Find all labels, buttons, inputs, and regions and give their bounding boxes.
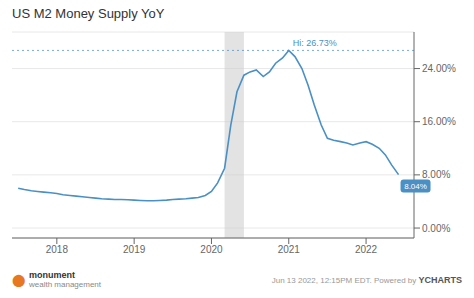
svg-text:2018: 2018	[46, 244, 69, 255]
svg-text:8.04%: 8.04%	[404, 182, 427, 191]
svg-text:2019: 2019	[123, 244, 146, 255]
html-text:US M2 Money Supply YoY: US M2 Money Supply YoY	[12, 6, 165, 21]
html-text:Jun 13 2022, 12:15PM EDT. Powe: Jun 13 2022, 12:15PM EDT. Powered by YCH…	[271, 275, 462, 285]
svg-text:2021: 2021	[278, 244, 301, 255]
svg-text:8.00%: 8.00%	[422, 169, 450, 180]
html-text:⬤ monument: ⬤ monument	[12, 269, 75, 287]
svg-text:2020: 2020	[200, 244, 223, 255]
html-text:wealth management: wealth management	[29, 279, 101, 289]
svg-text:16.00%: 16.00%	[422, 116, 456, 127]
svg-text:2022: 2022	[355, 244, 378, 255]
svg-text:24.00%: 24.00%	[422, 63, 456, 74]
svg-text:Hi: 26.73%: Hi: 26.73%	[293, 38, 337, 48]
svg-text:0.00%: 0.00%	[422, 223, 450, 234]
